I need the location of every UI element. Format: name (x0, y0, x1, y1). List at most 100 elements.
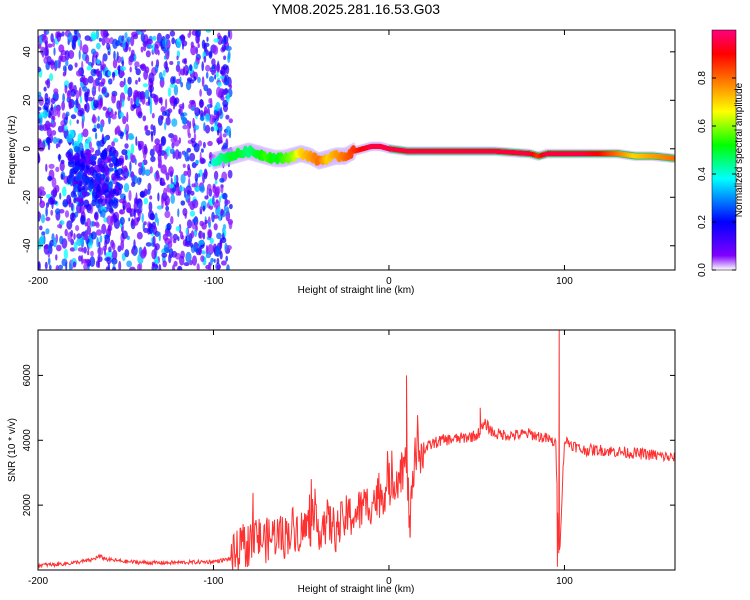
noise-speckle (189, 99, 196, 105)
noise-speckle (193, 229, 198, 238)
noise-speckle (135, 97, 140, 107)
noise-speckle (87, 136, 92, 143)
noise-speckle (192, 255, 197, 266)
noise-speckle (57, 125, 64, 133)
noise-speckle (229, 84, 233, 90)
noise-speckle (111, 141, 115, 147)
noise-speckle (97, 247, 104, 256)
noise-speckle (83, 246, 87, 254)
noise-speckle (107, 250, 113, 258)
noise-speckle (172, 264, 175, 270)
noise-speckle (59, 192, 62, 200)
noise-cluster-speckle (89, 155, 97, 161)
noise-speckle (221, 260, 227, 266)
noise-speckle (180, 231, 184, 240)
noise-speckle (160, 96, 163, 106)
noise-speckle (130, 35, 135, 47)
noise-speckle (223, 55, 227, 61)
noise-speckle (62, 71, 66, 77)
noise-speckle (184, 151, 189, 162)
noise-speckle (168, 254, 172, 264)
noise-speckle (82, 86, 88, 92)
noise-speckle (107, 51, 111, 56)
noise-speckle (189, 79, 195, 84)
noise-speckle (108, 106, 112, 113)
noise-speckle (114, 126, 121, 135)
noise-speckle (162, 233, 168, 241)
noise-speckle (55, 254, 58, 261)
noise-speckle (225, 255, 228, 262)
noise-speckle (197, 43, 200, 48)
noise-speckle (164, 210, 171, 219)
noise-speckle (75, 97, 79, 109)
noise-speckle (98, 85, 101, 92)
noise-speckle (203, 84, 209, 92)
snr-y-tick-label: 6000 (22, 364, 33, 387)
noise-speckle (102, 106, 107, 111)
noise-speckle (59, 138, 63, 144)
noise-speckle (167, 112, 170, 119)
noise-speckle (41, 35, 48, 43)
noise-speckle (139, 93, 143, 103)
noise-speckle (73, 233, 76, 240)
noise-speckle (168, 166, 174, 177)
noise-speckle (208, 98, 212, 104)
noise-speckle (78, 255, 82, 262)
noise-speckle (96, 58, 101, 65)
noise-speckle (38, 139, 43, 150)
noise-speckle (183, 170, 188, 176)
noise-speckle (130, 49, 135, 57)
noise-speckle (38, 106, 42, 111)
noise-speckle (212, 195, 215, 206)
noise-speckle (124, 143, 129, 149)
noise-speckle (110, 215, 114, 226)
noise-cluster-speckle (114, 169, 119, 177)
noise-speckle (48, 163, 55, 169)
noise-speckle (72, 261, 77, 268)
noise-speckle (205, 30, 212, 33)
noise-cluster-speckle (96, 184, 101, 193)
noise-speckle (62, 124, 65, 134)
colorbar-tick-label: 0.4 (697, 167, 708, 181)
noise-speckle (97, 115, 100, 122)
colorbar-label: Normalized spectral amplitude (734, 82, 745, 217)
noise-speckle (86, 88, 90, 95)
noise-speckle (182, 124, 188, 130)
noise-speckle (160, 76, 165, 82)
noise-speckle (186, 219, 193, 229)
noise-speckle (124, 154, 128, 161)
noise-speckle (151, 112, 155, 119)
noise-speckle (123, 165, 128, 173)
noise-speckle (91, 54, 95, 66)
noise-speckle (208, 204, 214, 210)
noise-speckle (131, 248, 134, 255)
noise-speckle (53, 88, 59, 94)
noise-cluster-speckle (81, 161, 85, 171)
noise-speckle (214, 179, 218, 185)
noise-speckle (217, 206, 221, 214)
noise-speckle (73, 84, 77, 95)
noise-speckle (133, 208, 136, 218)
noise-speckle (189, 30, 192, 36)
noise-speckle (49, 196, 56, 205)
noise-speckle (90, 250, 94, 257)
noise-speckle (87, 75, 94, 84)
noise-speckle (209, 154, 216, 159)
noise-speckle (49, 73, 54, 82)
snr-x-ticks: -200 -100 0 100 (28, 330, 573, 587)
noise-speckle (68, 82, 73, 90)
noise-speckle (195, 248, 199, 253)
noise-speckle (44, 261, 48, 270)
snr-x-tick-label: -200 (28, 576, 48, 587)
noise-speckle (120, 240, 125, 251)
noise-speckle (45, 202, 50, 208)
noise-speckle (69, 247, 76, 252)
noise-speckle (152, 225, 158, 235)
noise-cluster-speckle (79, 197, 84, 205)
noise-speckle (167, 87, 172, 97)
snr-panel: -200 -100 0 100 2000 4000 6000 Height of stra… (7, 329, 676, 595)
noise-speckle (210, 126, 215, 132)
noise-speckle (55, 143, 59, 149)
noise-speckle (190, 45, 197, 56)
noise-speckle (204, 124, 211, 134)
